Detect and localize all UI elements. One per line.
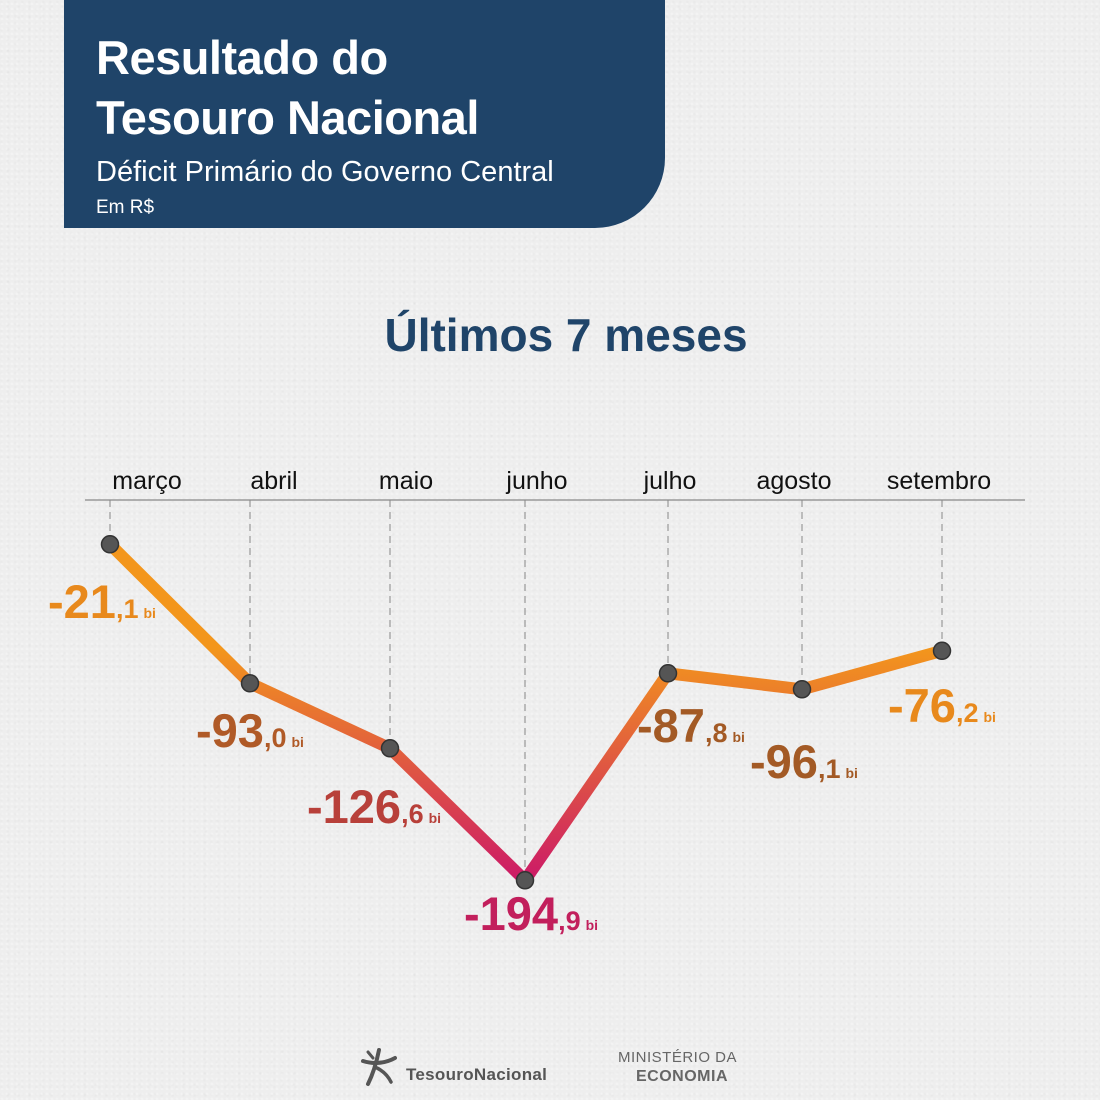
month-label-6: setembro	[887, 467, 991, 495]
header-title-line2: Tesouro Nacional	[96, 91, 479, 144]
data-point-5	[792, 680, 812, 699]
ministerio-line2: ECONOMIA	[636, 1068, 728, 1085]
data-point-3	[515, 871, 535, 890]
header-unit: Em R$	[96, 197, 155, 218]
value-label-1: -93,0 bi	[196, 704, 304, 757]
tesouro-nacional-logo: TesouroNacional	[358, 1048, 547, 1088]
tesouro-logo-text: TesouroNacional	[406, 1065, 548, 1084]
chart-title: Últimos 7 meses	[384, 309, 748, 361]
month-label-5: agosto	[756, 467, 831, 495]
month-label-2: maio	[379, 467, 433, 495]
data-point-0	[100, 535, 120, 554]
tesouro-star-icon	[361, 1048, 397, 1086]
header-banner: Resultado do Tesouro Nacional Déficit Pr…	[64, 0, 665, 228]
header-title-line1: Resultado do	[96, 31, 388, 84]
data-point-2	[380, 739, 400, 758]
header-subtitle: Déficit Primário do Governo Central	[96, 156, 554, 188]
value-label-6: -76,2 bi	[888, 679, 996, 732]
month-label-0: março	[112, 467, 181, 495]
ministerio-economia-logo: MINISTÉRIO DA ECONOMIA	[618, 1048, 758, 1086]
footer: TesouroNacional MINISTÉRIO DA ECONOMIA	[0, 1040, 1100, 1100]
data-point-6	[932, 641, 952, 661]
value-label-2: -126,6 bi	[307, 780, 441, 833]
month-label-3: junho	[505, 467, 567, 495]
header-title: Resultado do Tesouro Nacional	[96, 28, 479, 148]
month-label-4: julho	[643, 467, 697, 495]
value-label-5: -96,1 bi	[750, 735, 858, 788]
ministerio-line1: MINISTÉRIO DA	[618, 1049, 738, 1066]
value-label-4: -87,8 bi	[637, 699, 745, 752]
data-point-1	[240, 674, 260, 693]
data-point-4	[658, 664, 678, 683]
value-label-0: -21,1 bi	[48, 575, 156, 628]
month-label-1: abril	[250, 467, 297, 495]
value-label-3: -194,9 bi	[464, 887, 598, 940]
